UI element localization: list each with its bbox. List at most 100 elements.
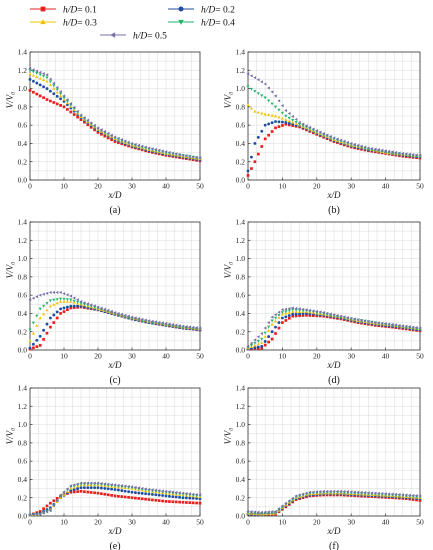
data-point (280, 316, 284, 320)
data-point (72, 296, 76, 300)
data-point (256, 92, 260, 96)
data-point (110, 487, 114, 491)
data-point (291, 496, 294, 500)
data-point (48, 290, 52, 294)
data-point (82, 301, 86, 305)
data-point (65, 299, 69, 303)
data-point (45, 504, 49, 508)
data-point (55, 316, 59, 320)
data-point (256, 78, 260, 82)
data-point (143, 318, 147, 322)
data-point (408, 325, 411, 329)
data-point (66, 108, 69, 111)
data-point (38, 512, 42, 516)
data-point (260, 346, 264, 350)
data-point (140, 144, 144, 148)
data-point (263, 82, 267, 86)
data-point (177, 491, 181, 495)
data-point (82, 481, 86, 485)
data-point (390, 150, 394, 154)
data-point (89, 481, 93, 485)
data-point (69, 486, 73, 490)
data-point (294, 306, 298, 310)
data-point (133, 316, 137, 320)
plot-frame (247, 221, 421, 351)
y-tick-label: 0.2 (236, 493, 246, 502)
data-point (96, 481, 100, 485)
data-point (260, 145, 264, 148)
data-point (380, 321, 384, 325)
data-point (69, 102, 73, 106)
data-point (325, 133, 329, 137)
plot-frame (29, 221, 201, 351)
data-point (59, 297, 63, 301)
data-point (281, 321, 284, 324)
x-tick-label: 20 (94, 182, 102, 191)
y-tick-label: 1.0 (18, 420, 28, 429)
data-point (45, 510, 49, 514)
x-tick-label: 0 (28, 518, 32, 527)
data-point (270, 113, 274, 117)
panel-label: (f) (329, 541, 339, 550)
y-axis-label: V/V₀ (5, 428, 15, 445)
y-tick-label: 0.6 (18, 457, 28, 466)
y-tick-label: 0.4 (236, 309, 246, 318)
data-point (93, 486, 97, 490)
data-point (178, 500, 181, 504)
legend-label: h/D= 0.1 (63, 5, 97, 15)
data-point (154, 488, 158, 492)
data-point (249, 510, 253, 514)
data-point (298, 312, 302, 316)
data-point (140, 486, 144, 490)
data-point (120, 484, 124, 488)
data-point (315, 129, 319, 133)
y-tick-label: 0.2 (236, 157, 246, 166)
data-point (284, 501, 288, 505)
data-point (304, 308, 308, 312)
y-tick-label: 0.4 (236, 139, 246, 148)
data-point (315, 309, 319, 313)
y-tick-label: 0.4 (18, 139, 28, 148)
data-point (270, 121, 274, 125)
data-point (394, 150, 398, 154)
data-point (414, 153, 418, 157)
plot-frame (247, 387, 421, 517)
data-point (62, 490, 66, 494)
data-point (387, 322, 391, 326)
data-point (31, 73, 35, 77)
data-point (284, 315, 288, 319)
data-point (246, 174, 250, 177)
x-axis-label: x/D (327, 360, 341, 370)
data-point (339, 489, 343, 493)
data-point (401, 324, 405, 328)
data-point (130, 485, 134, 489)
data-point (366, 146, 370, 150)
data-point (181, 153, 185, 157)
data-point (42, 78, 46, 82)
data-point (349, 316, 353, 320)
data-point (377, 321, 380, 325)
data-point (397, 492, 401, 497)
data-point (291, 312, 295, 316)
data-point (294, 314, 298, 318)
data-point (277, 314, 281, 317)
data-point (99, 481, 103, 486)
data-point (267, 321, 270, 325)
data-point (69, 294, 73, 298)
data-point (284, 114, 288, 118)
data-point (86, 118, 90, 122)
data-point (31, 68, 35, 72)
data-point (414, 326, 418, 330)
y-tick-label: 1.4 (18, 218, 28, 227)
chart-panel: 0 10 20 30 40 50 0.0 0.2 0.4 0.6 0.8 1.0 1.2 1.4 x/D V/… (223, 384, 424, 550)
data-point (147, 146, 151, 150)
data-point (256, 335, 260, 339)
data-point (298, 123, 302, 126)
legend-entry: h/D= 0.1 (30, 5, 97, 15)
data-point (69, 299, 73, 303)
data-point (161, 499, 164, 503)
data-point (294, 312, 298, 316)
data-point (96, 305, 100, 309)
data-point (38, 307, 42, 311)
data-point (69, 484, 73, 488)
